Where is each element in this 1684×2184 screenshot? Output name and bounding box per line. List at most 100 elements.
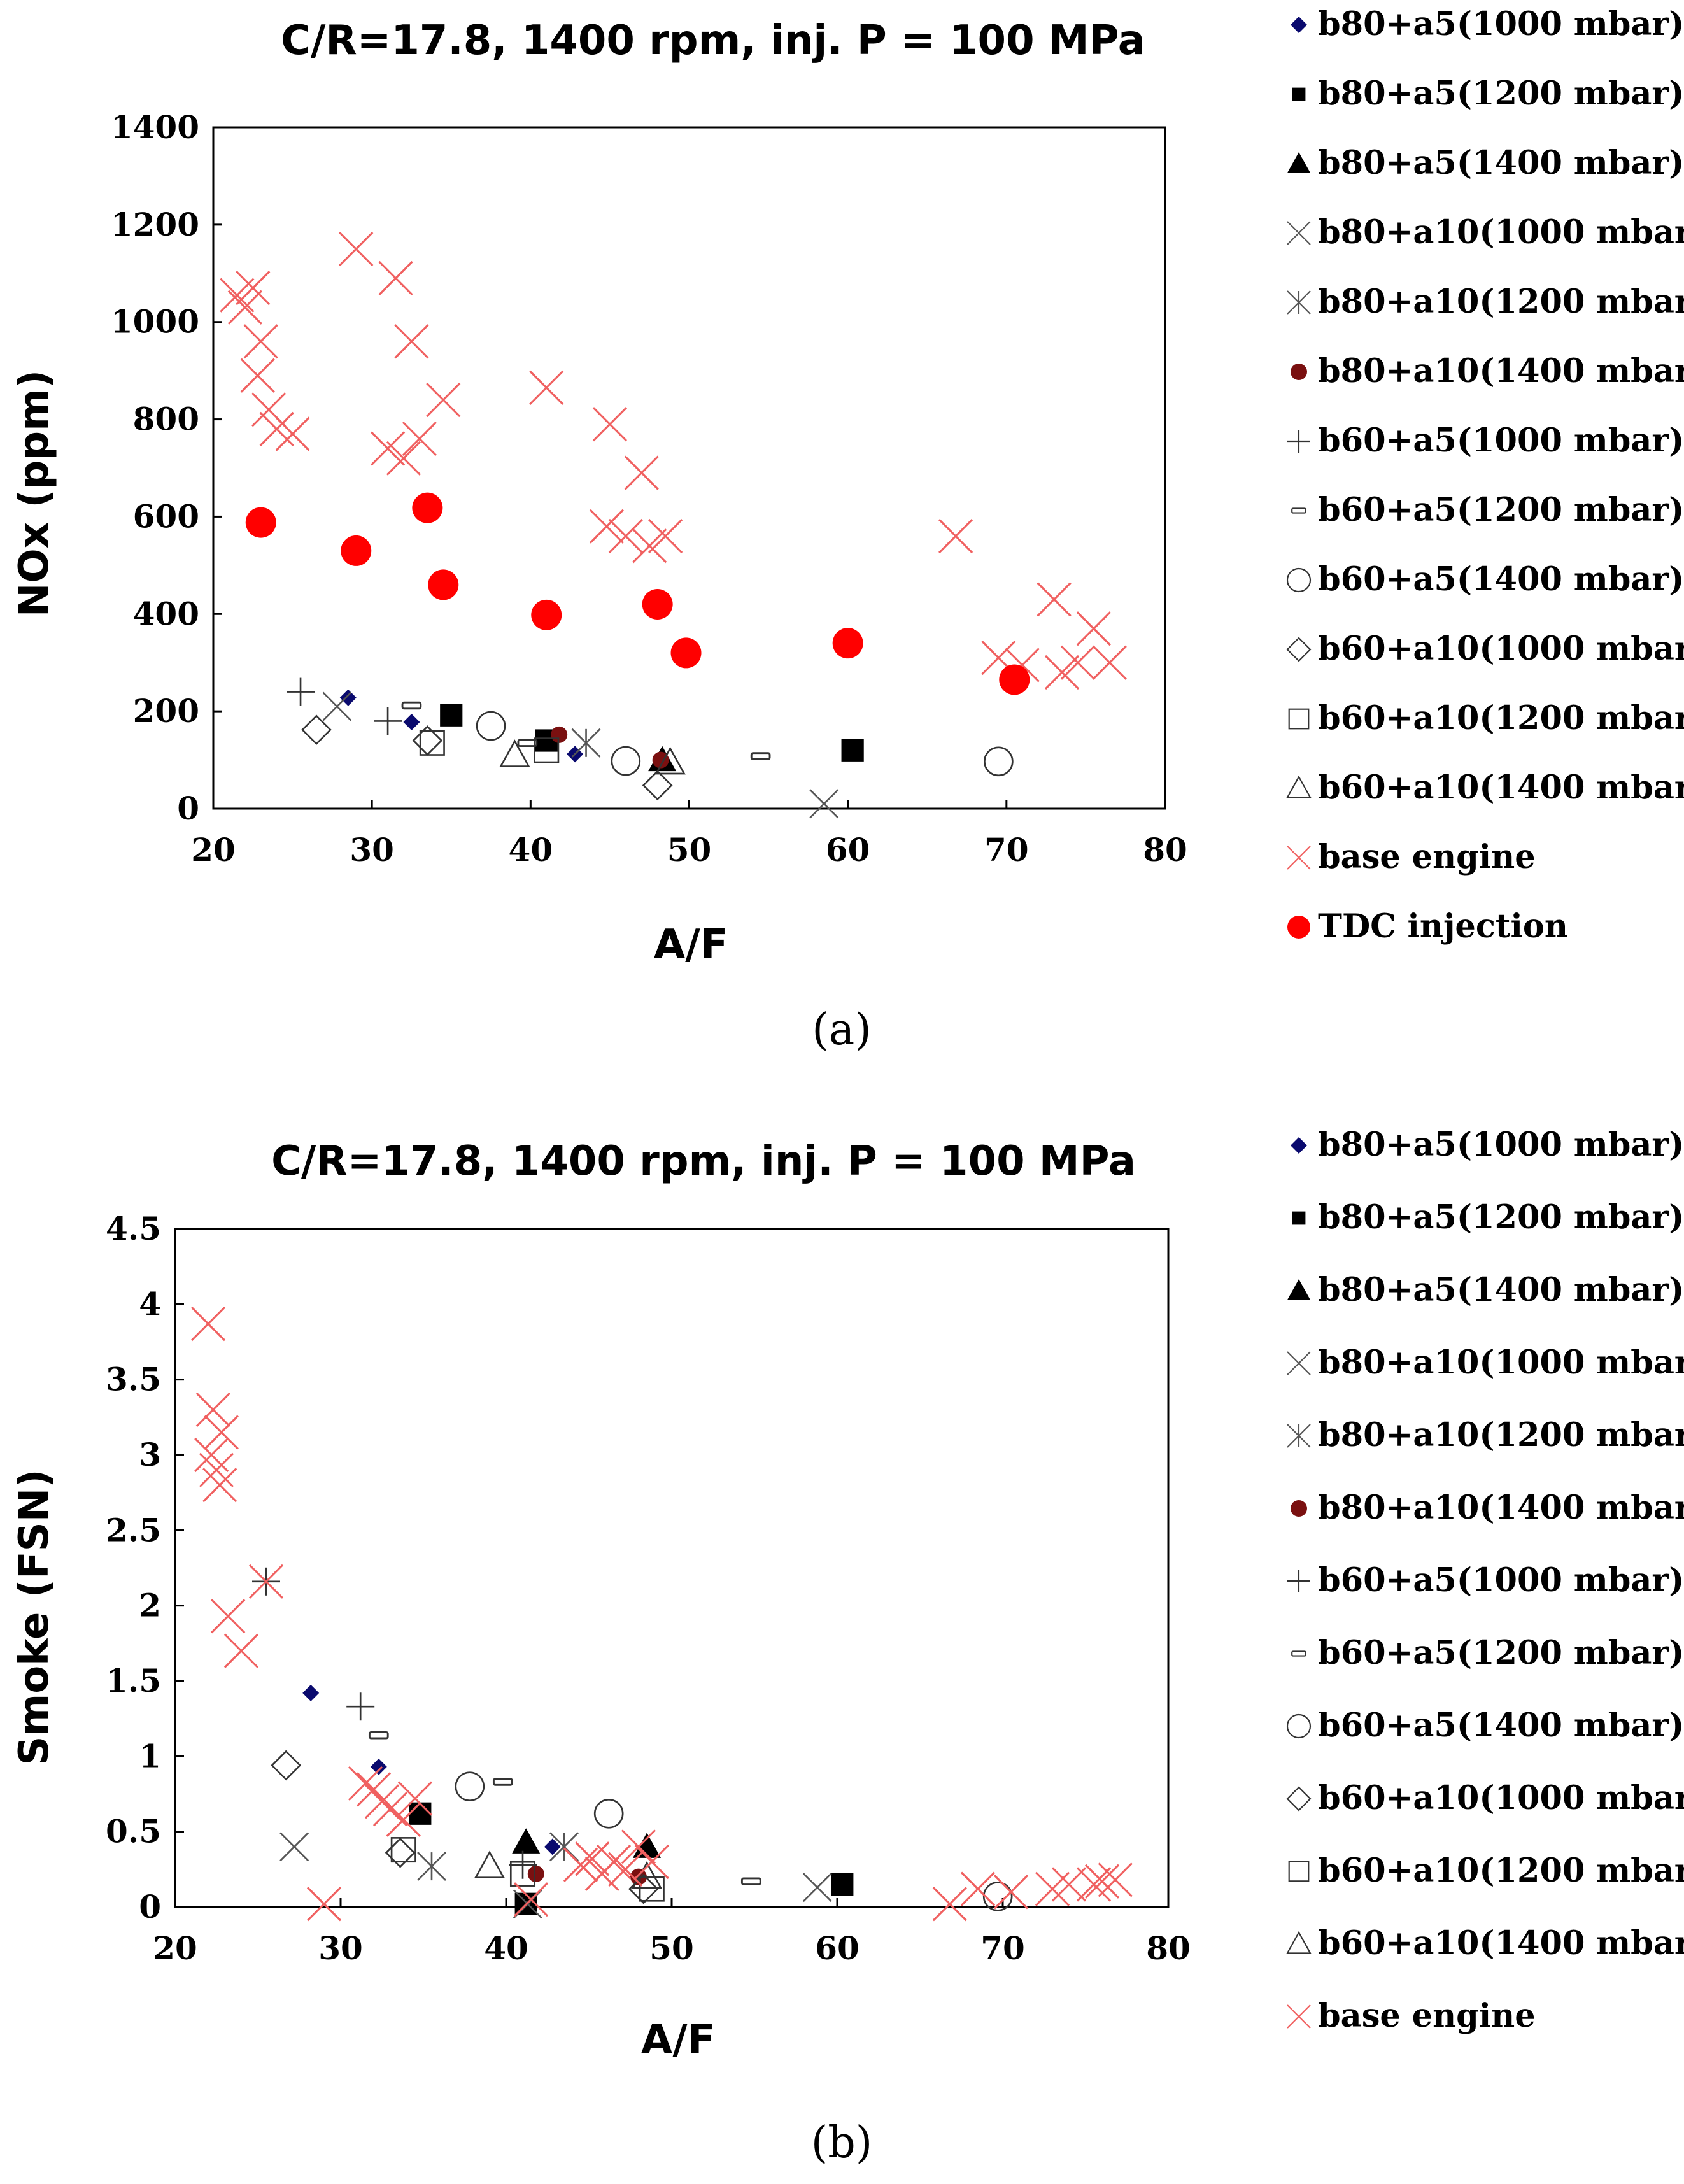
point-b60-a5-1000-mbar	[509, 1850, 537, 1879]
legend-marker-b80-a5-1400-mbar	[1287, 152, 1310, 173]
x-ticks-a: 20 30 40 50 60 70 80	[191, 800, 1187, 869]
point-base-engine	[370, 431, 406, 466]
legend-label: b80+a10(1000 mbar)	[1318, 1344, 1684, 1382]
point-b80-a5-1000-mbar	[370, 1758, 387, 1775]
point-b80-a10-1000-mbar	[322, 691, 352, 721]
legend-marker-b60-a10-1200-mbar	[1288, 708, 1310, 730]
point-base-engine	[339, 231, 374, 267]
legend-item-tdc-injection: TDC injection	[1287, 907, 1568, 946]
y-tick-label: 3.5	[106, 1361, 161, 1398]
legend-marker-b80-a5-1000-mbar	[1291, 17, 1307, 33]
point-base-engine	[632, 528, 667, 564]
point-b60-a5-1200-mbar	[368, 1731, 389, 1740]
point-b60-a5-1200-mbar	[401, 701, 422, 710]
point-b60-a10-1200-mbar	[509, 1861, 536, 1887]
y-axis-label-a: NOx (ppm)	[11, 370, 58, 617]
point-base-engine	[236, 271, 271, 306]
series-b60-a5-1200-mbar	[401, 701, 771, 760]
point-b80-a10-1000-mbar	[809, 789, 839, 819]
y-tick-label: 1000	[111, 303, 199, 341]
y-tick-label: 0	[177, 790, 199, 827]
legend-item-b60-a5-1000-mbar: b60+a5(1000 mbar)	[1287, 1561, 1684, 1599]
legend-marker-b80-a10-1200-mbar	[1287, 1424, 1311, 1448]
legend-marker-b80-a10-1000-mbar	[1287, 1351, 1311, 1375]
legend-item-b60-a5-1400-mbar: b60+a5(1400 mbar)	[1286, 560, 1684, 599]
x-tick-label: 70	[984, 831, 1029, 869]
series-b60-a10-1400-mbar	[499, 739, 686, 775]
y-tick-label: 200	[133, 692, 199, 730]
point-base-engine	[202, 1468, 237, 1503]
legend-marker-b80-a10-1200-mbar	[1287, 290, 1311, 315]
legend-label: b60+a5(1000 mbar)	[1318, 422, 1684, 460]
legend-marker-b60-a5-1200-mbar	[1291, 1650, 1306, 1657]
point-base-engine	[426, 382, 461, 418]
point-base-engine	[563, 1847, 598, 1882]
point-b80-a10-1400-mbar	[527, 1865, 544, 1882]
point-tdc-injection	[670, 637, 702, 669]
legend-marker-b80-a5-1000-mbar	[1291, 1137, 1307, 1154]
x-tick-label: 80	[1143, 831, 1187, 869]
point-base-engine	[372, 1792, 408, 1827]
point-b60-a5-1200-mbar	[740, 1877, 761, 1886]
point-base-engine	[592, 407, 628, 442]
series-b80-a10-1200-mbar	[417, 1832, 579, 1882]
series-b60-a10-1200-mbar	[419, 730, 560, 763]
point-base-engine	[275, 416, 310, 451]
point-b60-a10-1200-mbar	[419, 730, 445, 756]
point-b80-a5-1400-mbar	[633, 1833, 661, 1858]
series-base-engine	[190, 1306, 1133, 1922]
y-tick-label: 800	[133, 401, 199, 438]
legend-item-b80-a5-1200-mbar: b80+a5(1200 mbar)	[1292, 1198, 1684, 1237]
point-b60-a5-1400-mbar	[593, 1798, 624, 1829]
legend-item-b60-a10-1400-mbar: b60+a10(1400 mbar)	[1286, 769, 1684, 807]
point-base-engine	[993, 1875, 1029, 1910]
y-tick-label: 0	[139, 1888, 161, 1925]
point-b60-a5-1400-mbar	[982, 1882, 1013, 1911]
legend-item-b80-a10-1400-mbar: b80+a10(1400 mbar)	[1291, 352, 1684, 390]
y-tick-label: 2.5	[106, 1511, 161, 1549]
series-b60-a5-1200-mbar	[368, 1731, 761, 1886]
legend-label: b80+a10(1000 mbar)	[1318, 213, 1684, 252]
x-tick-label: 40	[484, 1929, 528, 1967]
legend-label: b60+a5(1400 mbar)	[1318, 560, 1684, 599]
y-tick-label: 3	[139, 1436, 161, 1473]
legend-label: b80+a5(1200 mbar)	[1318, 74, 1684, 113]
legend-item-b60-a10-1000-mbar: b60+a10(1000 mbar)	[1286, 1779, 1684, 1817]
legend-a: b80+a5(1000 mbar) b80+a5(1200 mbar) b80+a5…	[1286, 5, 1684, 946]
y-tick-label: 0.5	[106, 1813, 161, 1850]
point-b60-a5-1000-mbar	[287, 677, 315, 706]
legend-label: base engine	[1318, 838, 1536, 876]
point-b60-a5-1400-mbar	[611, 746, 641, 776]
point-tdc-injection	[245, 507, 276, 538]
point-base-engine	[596, 1844, 632, 1880]
y-tick-label: 1	[139, 1737, 161, 1775]
series-b60-a10-1400-mbar	[474, 1850, 663, 1889]
x-tick-label: 40	[509, 831, 553, 869]
point-base-engine	[248, 1564, 284, 1599]
point-tdc-injection	[999, 664, 1030, 695]
series-b60-a5-1400-mbar	[455, 1771, 1013, 1911]
x-tick-label: 50	[667, 831, 712, 869]
point-base-engine	[194, 1437, 229, 1473]
point-base-engine	[1051, 1867, 1087, 1902]
point-base-engine	[378, 260, 413, 296]
x-tick-label: 80	[1146, 1929, 1191, 1967]
x-tick-label: 60	[826, 831, 870, 869]
legend-marker-b60-a5-1400-mbar	[1286, 1713, 1312, 1739]
point-base-engine	[529, 370, 564, 405]
point-base-engine	[960, 1871, 996, 1906]
point-b80-a5-1000-mbar	[403, 713, 420, 730]
legend-label: b60+a5(1000 mbar)	[1318, 1561, 1684, 1599]
legend-label: b60+a10(1400 mbar)	[1318, 1924, 1684, 1962]
point-b80-a10-1000-mbar	[279, 1832, 309, 1862]
point-tdc-injection	[341, 535, 372, 566]
series-b80-a5-1000-mbar	[302, 1684, 561, 1855]
legend-item-b80-a10-1000-mbar: b80+a10(1000 mbar)	[1287, 213, 1684, 252]
point-b60-a5-1400-mbar	[455, 1771, 485, 1801]
point-base-engine	[608, 518, 643, 554]
y-tick-label: 1.5	[106, 1662, 161, 1699]
legend-item-b80-a5-1200-mbar: b80+a5(1200 mbar)	[1292, 74, 1684, 113]
legend-marker-b60-a5-1000-mbar	[1287, 430, 1310, 453]
x-axis-title-a: A/F	[654, 921, 728, 968]
legend-item-b60-a5-1000-mbar: b60+a5(1000 mbar)	[1287, 422, 1684, 460]
